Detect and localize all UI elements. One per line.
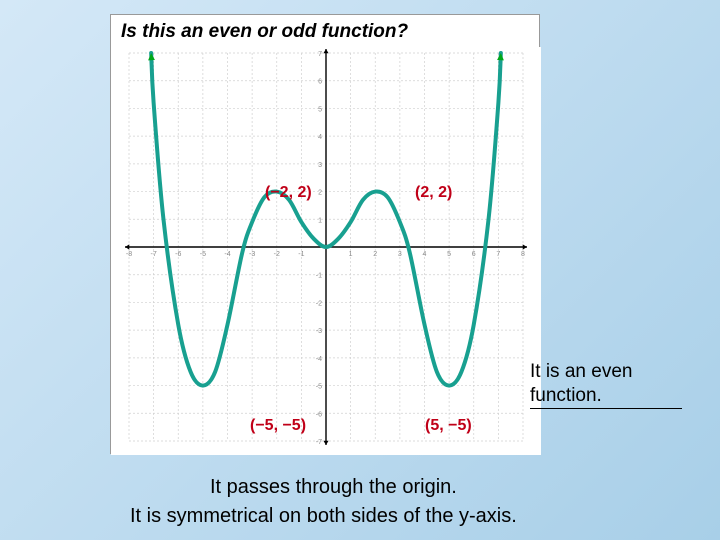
chart-title: Is this an even or odd function? <box>121 21 408 43</box>
svg-text:6: 6 <box>472 251 476 258</box>
svg-text:2: 2 <box>318 190 322 197</box>
svg-text:-7: -7 <box>316 439 322 446</box>
svg-text:-2: -2 <box>274 251 280 258</box>
svg-text:2: 2 <box>373 251 377 258</box>
answer-line-1: It is an even <box>530 361 632 382</box>
svg-text:-1: -1 <box>316 273 322 280</box>
svg-text:5: 5 <box>318 106 322 113</box>
svg-text:-5: -5 <box>316 384 322 391</box>
point-label: (−2, 2) <box>265 184 312 202</box>
answer-text: It is an even function. <box>530 360 700 408</box>
svg-text:-3: -3 <box>316 328 322 335</box>
svg-text:8: 8 <box>521 251 525 258</box>
svg-text:3: 3 <box>398 251 402 258</box>
answer-underline <box>530 408 682 409</box>
svg-text:-6: -6 <box>316 411 322 418</box>
svg-text:-4: -4 <box>224 251 230 258</box>
svg-text:7: 7 <box>318 51 322 58</box>
answer-line-2: function. <box>530 385 602 406</box>
svg-text:4: 4 <box>318 134 322 141</box>
svg-text:4: 4 <box>423 251 427 258</box>
svg-text:1: 1 <box>349 251 353 258</box>
svg-text:-8: -8 <box>126 251 132 258</box>
svg-text:-7: -7 <box>151 251 157 258</box>
point-label: (−5, −5) <box>250 417 306 435</box>
svg-text:5: 5 <box>447 251 451 258</box>
svg-text:-6: -6 <box>175 251 181 258</box>
svg-text:7: 7 <box>496 251 500 258</box>
slide: Is this an even or odd function? -8-7-6-… <box>0 0 720 540</box>
point-label: (5, −5) <box>425 417 472 435</box>
svg-text:-3: -3 <box>249 251 255 258</box>
point-label: (2, 2) <box>415 184 452 202</box>
svg-text:-5: -5 <box>200 251 206 258</box>
svg-text:6: 6 <box>318 79 322 86</box>
caption-line-2: It is symmetrical on both sides of the y… <box>130 505 517 528</box>
svg-text:1: 1 <box>318 217 322 224</box>
svg-text:-1: -1 <box>298 251 304 258</box>
graph-panel: Is this an even or odd function? -8-7-6-… <box>110 14 540 454</box>
svg-text:-4: -4 <box>316 356 322 363</box>
caption-line-1: It passes through the origin. <box>210 476 457 499</box>
svg-text:3: 3 <box>318 162 322 169</box>
function-chart: -8 -7 -6 -5 -4 -3 -2 -1 1 2 3 4 5 6 7 8 -7 -6 -5 -4 -3 -2 -1 1 2… <box>111 47 541 455</box>
svg-text:-2: -2 <box>316 300 322 307</box>
